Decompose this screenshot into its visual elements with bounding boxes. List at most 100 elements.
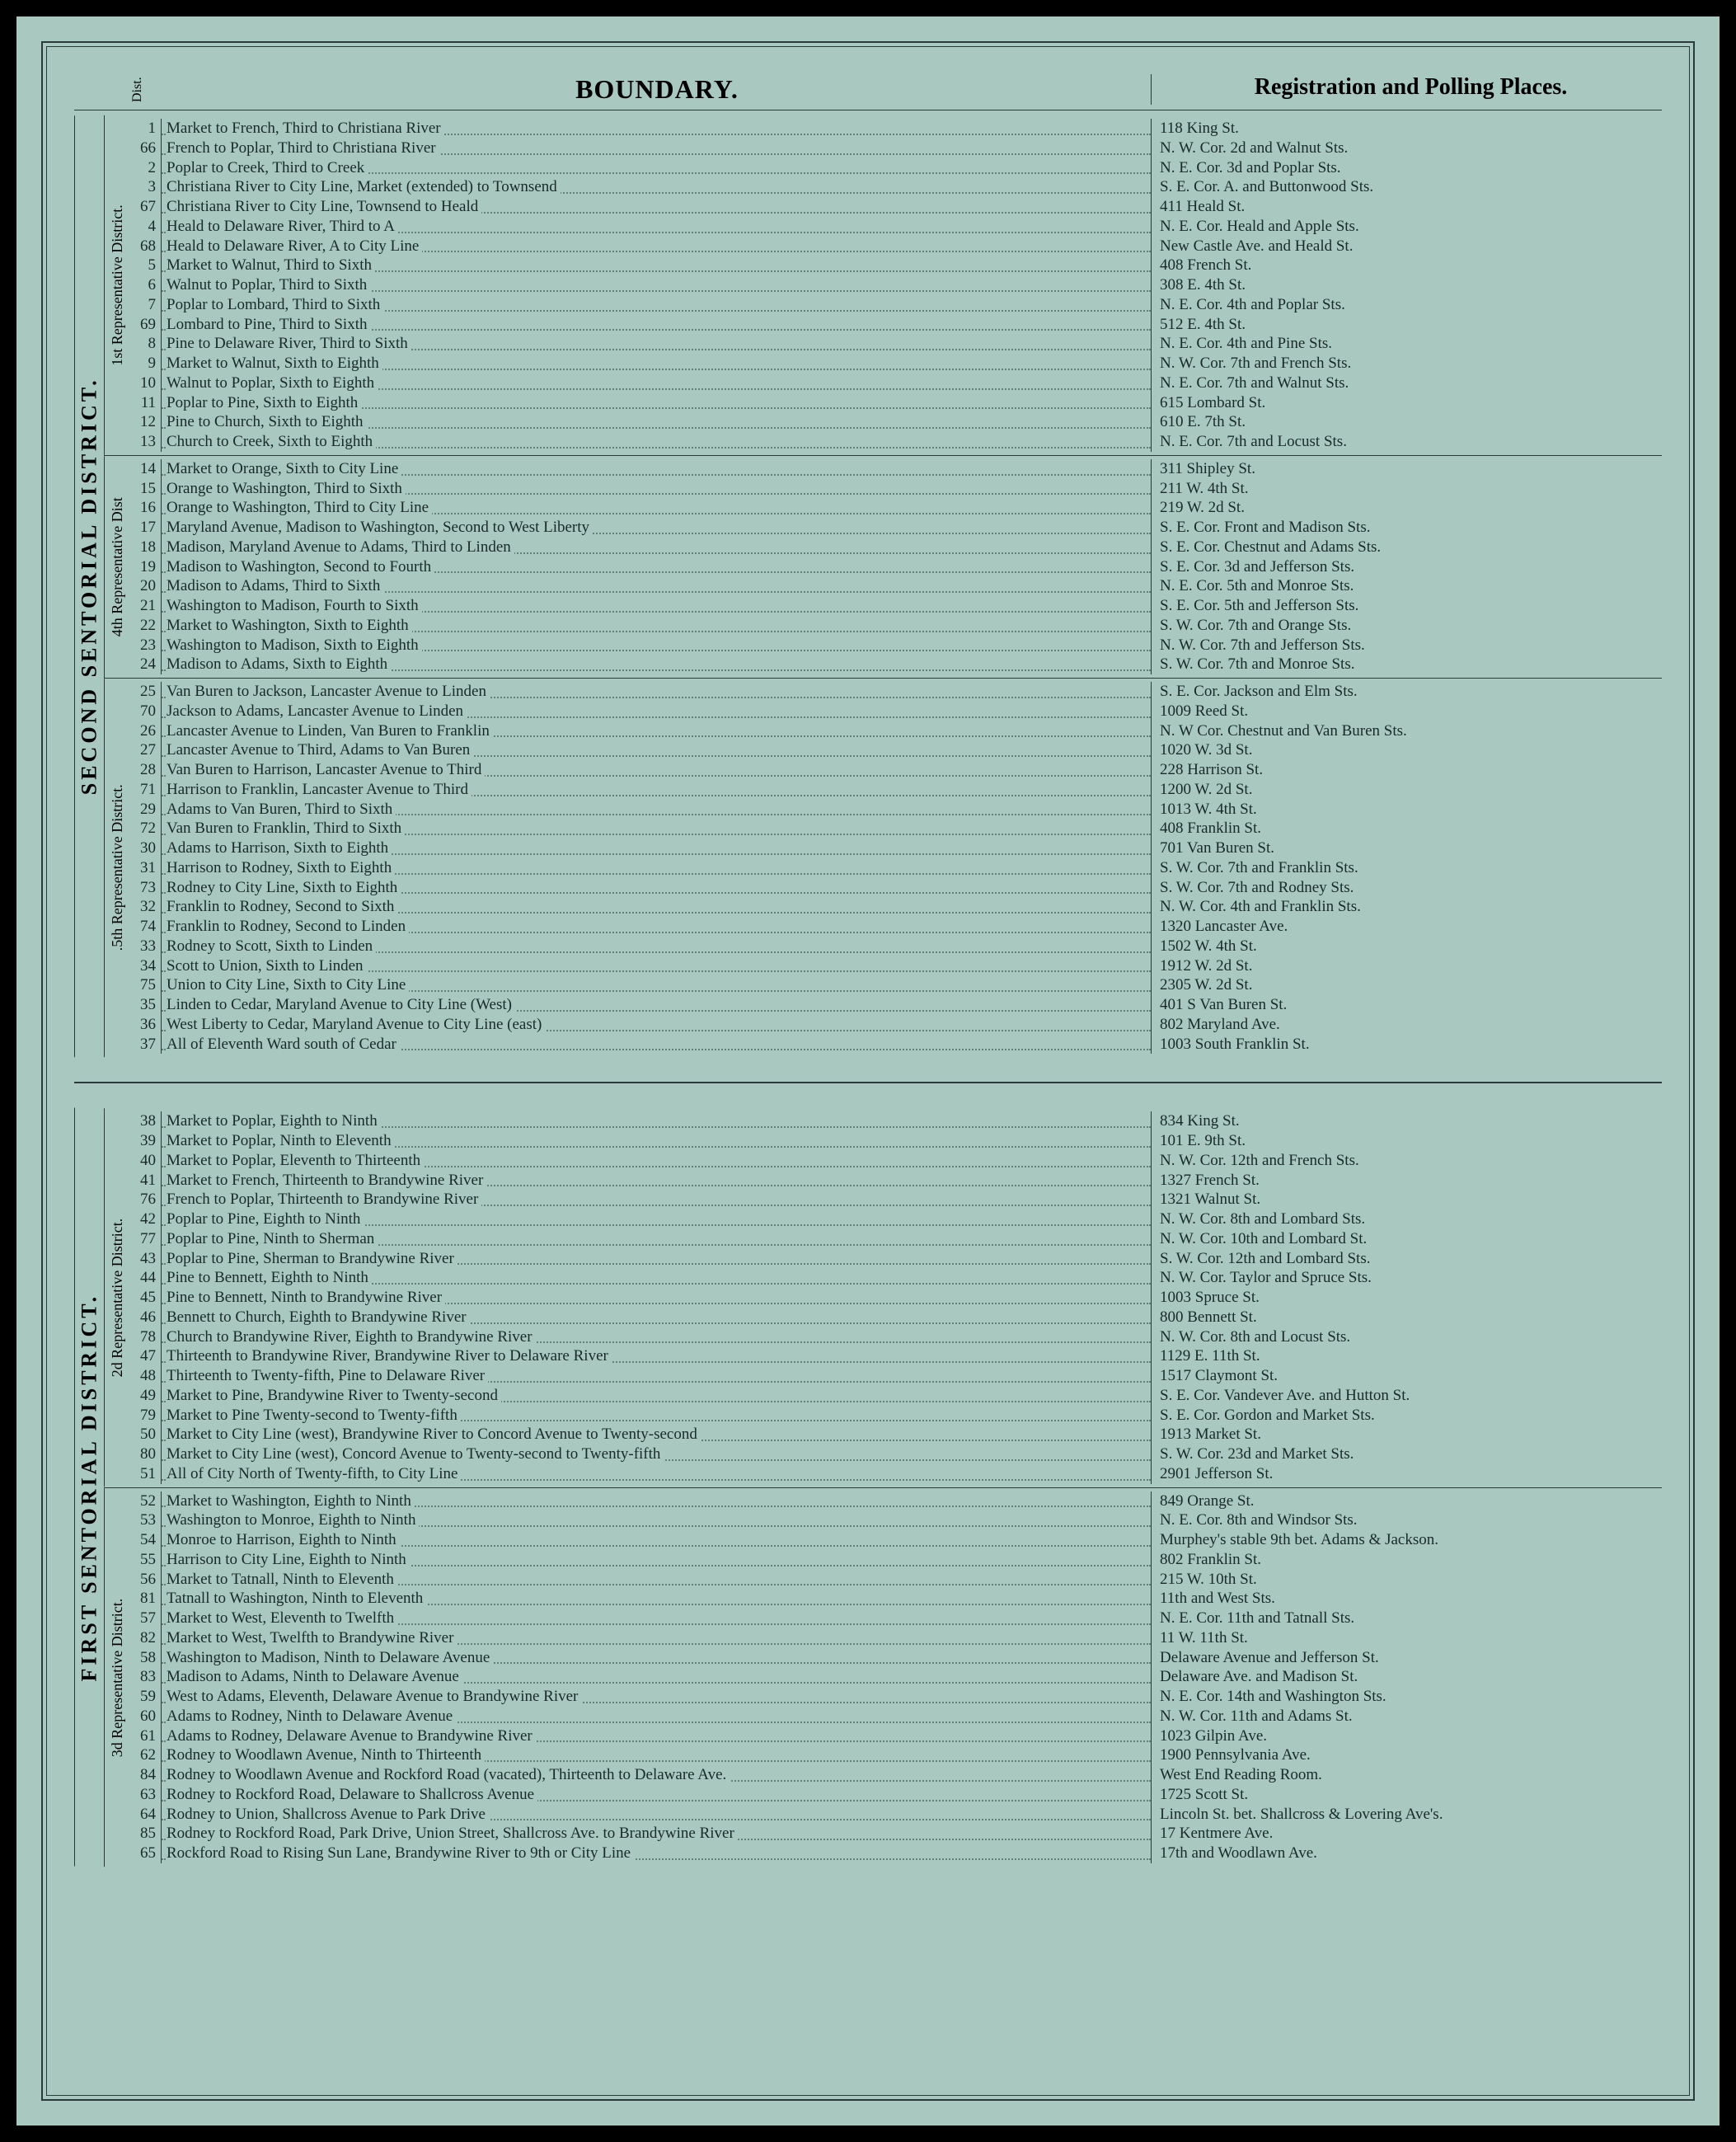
boundary-text: Walnut to Poplar, Sixth to Eighth [167, 374, 378, 392]
district-number: 85 [130, 1824, 162, 1844]
boundary-text: Madison to Adams, Sixth to Eighth [167, 655, 391, 673]
table-row: 61Adams to Rodney, Delaware Avenue to Br… [130, 1726, 1662, 1746]
boundary-text: Adams to Rodney, Delaware Avenue to Bran… [167, 1727, 536, 1745]
boundary-cell: French to Poplar, Third to Christiana Ri… [162, 139, 1151, 158]
table-row: 3Christiana River to City Line, Market (… [130, 177, 1662, 197]
boundary-text: Market to Walnut, Third to Sixth [167, 256, 375, 274]
rep-group: 3d Representative District.52Market to W… [104, 1487, 1662, 1867]
polling-cell: 308 E. 4th St. [1151, 275, 1662, 295]
table-row: 5Market to Walnut, Third to Sixth408 Fre… [130, 256, 1662, 275]
district-number: 9 [130, 354, 162, 373]
table-row: 18Madison, Maryland Avenue to Adams, Thi… [130, 538, 1662, 557]
polling-cell: 1020 W. 3d St. [1151, 740, 1662, 760]
boundary-text: Union to City Line, Sixth to City Line [167, 976, 409, 993]
district-number: 43 [130, 1249, 162, 1269]
table-row: 21Washington to Madison, Fourth to Sixth… [130, 596, 1662, 616]
polling-cell: 1327 French St. [1151, 1171, 1662, 1191]
table-row: 19Madison to Washington, Second to Fourt… [130, 557, 1662, 577]
boundary-text: Thirteenth to Brandywine River, Brandywi… [167, 1347, 612, 1365]
district-number: 47 [130, 1346, 162, 1366]
table-row: 31Harrison to Rodney, Sixth to EighthS. … [130, 858, 1662, 878]
polling-cell: S. E. Cor. 5th and Jefferson Sts. [1151, 596, 1662, 616]
boundary-cell: Washington to Monroe, Eighth to Ninth [162, 1510, 1151, 1530]
polling-cell: 1129 E. 11th St. [1151, 1346, 1662, 1366]
boundary-cell: Harrison to Rodney, Sixth to Eighth [162, 858, 1151, 878]
polling-cell: 211 W. 4th St. [1151, 479, 1662, 499]
boundary-text: Market to Poplar, Eleventh to Thirteenth [167, 1152, 424, 1169]
boundary-text: All of City North of Twenty-fifth, to Ci… [167, 1465, 461, 1482]
district-number: 51 [130, 1464, 162, 1484]
table-row: 73Rodney to City Line, Sixth to EighthS.… [130, 878, 1662, 898]
table-row: 46Bennett to Church, Eighth to Brandywin… [130, 1308, 1662, 1327]
boundary-text: Washington to Madison, Ninth to Delaware… [167, 1649, 493, 1666]
boundary-cell: Poplar to Pine, Sherman to Brandywine Ri… [162, 1249, 1151, 1269]
polling-cell: S. W. Cor. 7th and Monroe Sts. [1151, 655, 1662, 674]
table-row: 1Market to French, Third to Christiana R… [130, 119, 1662, 139]
polling-cell: S. E. Cor. Chestnut and Adams Sts. [1151, 538, 1662, 557]
boundary-cell: Adams to Rodney, Delaware Avenue to Bran… [162, 1726, 1151, 1746]
polling-cell: N. W. Cor. Taylor and Spruce Sts. [1151, 1268, 1662, 1288]
boundary-text: Jackson to Adams, Lancaster Avenue to Li… [167, 702, 467, 720]
polling-cell: 512 E. 4th St. [1151, 315, 1662, 335]
district-number: 45 [130, 1288, 162, 1308]
boundary-cell: Rodney to Rockford Road, Delaware to Sha… [162, 1785, 1151, 1805]
polling-column-header: Registration and Polling Places. [1151, 74, 1662, 105]
boundary-text: Market to Tatnall, Ninth to Eleventh [167, 1571, 397, 1588]
table-row: 25Van Buren to Jackson, Lancaster Avenue… [130, 682, 1662, 702]
boundary-cell: Bennett to Church, Eighth to Brandywine … [162, 1308, 1151, 1327]
table-row: 34Scott to Union, Sixth to Linden1912 W.… [130, 956, 1662, 976]
district-number: 46 [130, 1308, 162, 1327]
boundary-text: Monroe to Harrison, Eighth to Ninth [167, 1531, 400, 1548]
table-row: 83Madison to Adams, Ninth to Delaware Av… [130, 1667, 1662, 1687]
block-divider [74, 1082, 1662, 1083]
boundary-text: Van Buren to Harrison, Lancaster Avenue … [167, 761, 485, 778]
district-number: 16 [130, 498, 162, 518]
table-row: 26Lancaster Avenue to Linden, Van Buren … [130, 721, 1662, 741]
table-row: 64Rodney to Union, Shallcross Avenue to … [130, 1805, 1662, 1825]
district-number: 4 [130, 217, 162, 237]
table-row: 37All of Eleventh Ward south of Cedar100… [130, 1035, 1662, 1055]
boundary-text: Market to Pine, Brandywine River to Twen… [167, 1387, 501, 1404]
district-number: 13 [130, 432, 162, 452]
district-number: 42 [130, 1210, 162, 1229]
boundary-text: Adams to Van Buren, Third to Sixth [167, 801, 396, 818]
table-row: 62Rodney to Woodlawn Avenue, Ninth to Th… [130, 1745, 1662, 1765]
boundary-cell: Market to Washington, Sixth to Eighth [162, 616, 1151, 636]
district-number: 2 [130, 158, 162, 178]
boundary-cell: Franklin to Rodney, Second to Linden [162, 917, 1151, 937]
boundary-text: Church to Creek, Sixth to Eighth [167, 433, 376, 450]
boundary-cell: Market to West, Twelfth to Brandywine Ri… [162, 1628, 1151, 1648]
polling-cell: S. E. Cor. Jackson and Elm Sts. [1151, 682, 1662, 702]
district-number: 66 [130, 139, 162, 158]
boundary-cell: Pine to Church, Sixth to Eighth [162, 412, 1151, 432]
table-row: 50Market to City Line (west), Brandywine… [130, 1425, 1662, 1444]
sentorial-block: FIRST SENTORIAL DISTRICT.2d Representati… [74, 1108, 1662, 1867]
polling-cell: 1517 Claymont St. [1151, 1366, 1662, 1386]
boundary-cell: Poplar to Pine, Sixth to Eighth [162, 393, 1151, 413]
district-number: 10 [130, 373, 162, 393]
table-row: 60Adams to Rodney, Ninth to Delaware Ave… [130, 1707, 1662, 1726]
polling-cell: 800 Bennett St. [1151, 1308, 1662, 1327]
boundary-text: Market to Washington, Eighth to Ninth [167, 1492, 415, 1510]
table-row: 84Rodney to Woodlawn Avenue and Rockford… [130, 1765, 1662, 1785]
boundary-text: Pine to Bennett, Ninth to Brandywine Riv… [167, 1289, 445, 1306]
boundary-cell: Market to Walnut, Sixth to Eighth [162, 354, 1151, 373]
boundary-cell: Jackson to Adams, Lancaster Avenue to Li… [162, 702, 1151, 721]
district-number: 69 [130, 315, 162, 335]
boundary-text: Rockford Road to Rising Sun Lane, Brandy… [167, 1844, 634, 1862]
boundary-text: Maryland Avenue, Madison to Washington, … [167, 519, 593, 536]
boundary-text: Lancaster Avenue to Third, Adams to Van … [167, 741, 473, 759]
district-number: 39 [130, 1131, 162, 1151]
district-number: 44 [130, 1268, 162, 1288]
polling-cell: Delaware Avenue and Jefferson St. [1151, 1648, 1662, 1668]
boundary-cell: Walnut to Poplar, Sixth to Eighth [162, 373, 1151, 393]
polling-cell: 1913 Market St. [1151, 1425, 1662, 1444]
header-row: Dist. BOUNDARY. Registration and Polling… [74, 74, 1662, 110]
boundary-text: Lombard to Pine, Third to Sixth [167, 316, 370, 333]
boundary-text: Washington to Monroe, Eighth to Ninth [167, 1511, 419, 1529]
district-number: 8 [130, 334, 162, 354]
boundary-cell: Scott to Union, Sixth to Linden [162, 956, 1151, 976]
polling-cell: N. E. Cor. 11th and Tatnall Sts. [1151, 1609, 1662, 1628]
district-number: 73 [130, 878, 162, 898]
district-number: 3 [130, 177, 162, 197]
